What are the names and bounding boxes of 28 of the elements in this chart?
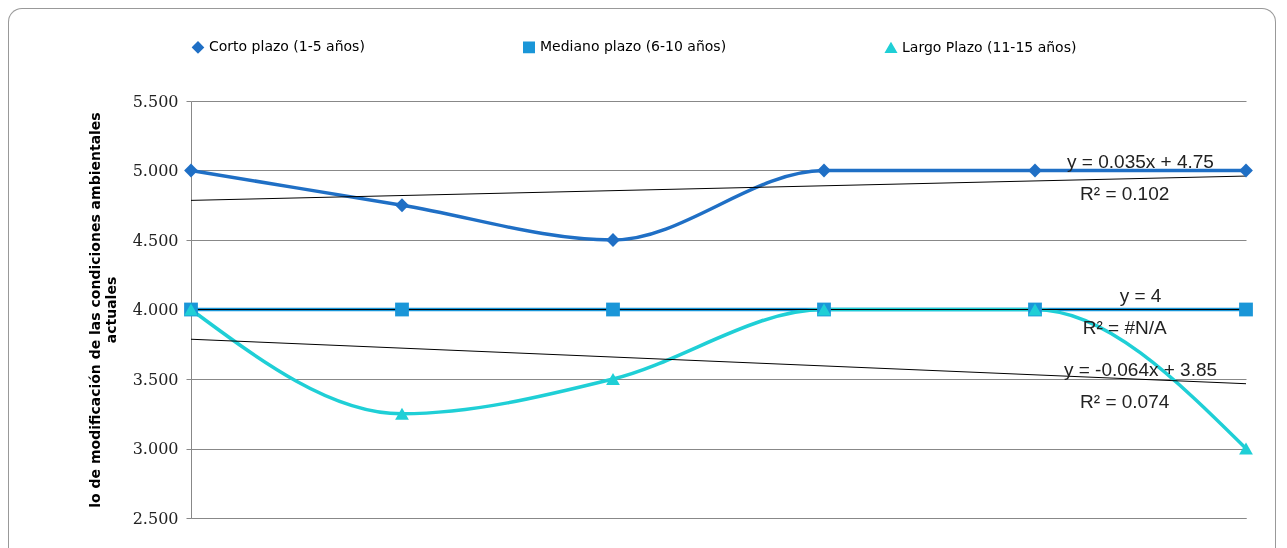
annotation: R² = 0.074	[1080, 390, 1170, 412]
y-tick-label: 4.000	[132, 300, 179, 319]
point	[395, 198, 409, 213]
y-tick-label: 5.000	[132, 161, 179, 180]
point	[817, 163, 831, 178]
y-tick-label: 2.500	[132, 508, 179, 528]
point	[184, 163, 198, 178]
y-tick-label: 4.500	[132, 230, 179, 250]
point	[1239, 442, 1253, 455]
line-series	[190, 338, 1247, 385]
annotation: y = 4	[1119, 284, 1162, 306]
y-tick-label: 3.000	[132, 439, 179, 458]
annotation: y = 0.035x + 4.75	[1067, 151, 1214, 173]
annotation: y = -0.064x + 3.85	[1063, 358, 1218, 380]
legend-label: Corto plazo (1-5 años)	[209, 38, 365, 55]
y-tick-label: 5.500	[132, 91, 179, 111]
point	[1239, 163, 1253, 178]
point	[606, 373, 620, 385]
legend-label: Largo Plazo (11-15 años)	[902, 38, 1077, 55]
y-tick-label: 3.500	[132, 369, 179, 389]
point	[395, 407, 409, 420]
y-axis-title: lo de modificación de las condiciones ambientales actuales	[86, 112, 119, 508]
point	[395, 302, 409, 317]
point	[606, 302, 620, 317]
point	[1028, 163, 1042, 178]
point	[1239, 302, 1253, 317]
annotation: R² = 0.102	[1080, 183, 1170, 205]
legend-label: Mediano plazo (6-10 años)	[540, 38, 727, 55]
